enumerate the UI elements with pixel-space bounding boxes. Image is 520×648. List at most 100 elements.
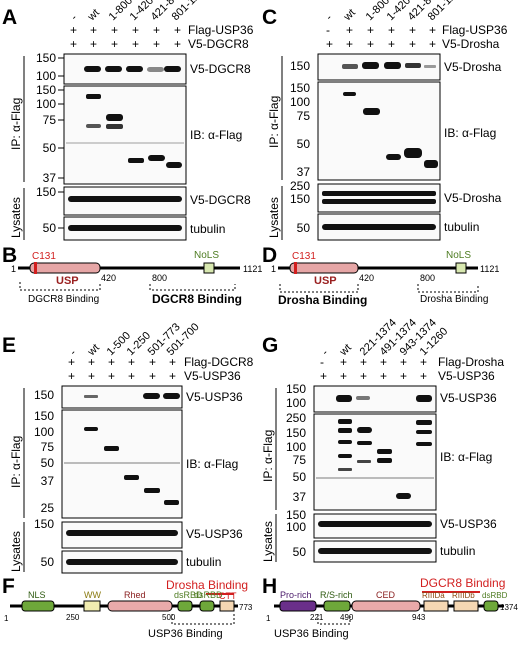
residue-800: 800 — [152, 273, 167, 283]
panel-letter-a: A — [2, 6, 17, 29]
band — [66, 530, 178, 536]
residue-end: 1121 — [243, 264, 262, 274]
sign: + — [90, 23, 97, 37]
bands-top-g — [336, 395, 432, 402]
residue-500: 500 — [162, 613, 176, 622]
mw-c: 150 150 100 75 50 37 250 150 50 — [290, 59, 310, 235]
residue-250: 250 — [66, 613, 80, 622]
sign: + — [169, 369, 176, 383]
sign: + — [153, 37, 160, 51]
band — [405, 63, 421, 68]
blot-mid — [63, 85, 187, 185]
sign: + — [153, 23, 160, 37]
nls-label: NLS — [28, 590, 46, 600]
residue-start: 1 — [271, 264, 276, 274]
nols-domain — [203, 262, 215, 274]
bottom-bracket — [317, 614, 351, 625]
panel-g: G - wt 221-1374 491-1374 943-1374 1-1260… — [261, 317, 504, 563]
mw-marker: 37 — [293, 490, 307, 504]
panel-letter-g: G — [262, 334, 278, 357]
mw-marker: 50 — [293, 545, 307, 559]
mw-marker: 37 — [297, 165, 311, 179]
mw-g: 150 100 250 150 100 75 50 37 150 100 50 — [286, 382, 306, 559]
band — [164, 500, 179, 505]
lane-labels-e: - wt 1-500 1-250 501-773 501-700 — [68, 321, 202, 359]
sign: + — [367, 37, 374, 51]
band — [356, 396, 370, 400]
band — [148, 155, 165, 161]
c131-label: C131 — [292, 251, 316, 262]
ww-label: WW — [84, 590, 101, 600]
sign: + — [68, 369, 75, 383]
residue-800: 800 — [420, 273, 435, 283]
bands-lys-a — [68, 196, 182, 231]
band — [416, 395, 432, 402]
sign: + — [88, 355, 95, 369]
blot-label: V5-USP36 — [186, 527, 243, 541]
sign: + — [388, 37, 395, 51]
band — [318, 521, 432, 527]
sign: + — [326, 37, 333, 51]
blot-lys1 — [317, 183, 441, 213]
mw-marker: 150 — [34, 409, 54, 423]
bands-lys-g — [318, 521, 432, 554]
lane-label: - — [69, 12, 80, 23]
residue-420: 420 — [101, 273, 116, 283]
bands-mid-a — [66, 94, 184, 168]
mw-ticks-a — [58, 57, 64, 229]
mw-marker: 50 — [293, 470, 307, 484]
panel-letter-f: F — [2, 575, 15, 598]
sign: + — [360, 369, 367, 383]
c131-mark — [294, 262, 297, 274]
residue-943: 943 — [412, 613, 426, 622]
sign: + — [128, 369, 135, 383]
sign: + — [420, 355, 427, 369]
panel-h: H DGCR8 Binding Pro-rich R/S-rich CED RI… — [262, 575, 518, 640]
usp-label: USP — [314, 275, 337, 287]
band — [357, 441, 372, 445]
mw-marker: 75 — [293, 453, 307, 467]
panel-letter-c: C — [262, 6, 277, 29]
panel-f: F Drosha Binding NLS WW Rhed dsRBD dsRBD… — [2, 575, 253, 640]
mw-marker: 75 — [43, 113, 57, 127]
nols-label: NoLS — [446, 250, 471, 261]
prorich-label: Pro-rich — [280, 590, 312, 600]
dsrbd1-label: dsRBD — [174, 590, 203, 600]
dsrbd-domain — [483, 600, 499, 612]
sign: + — [174, 23, 181, 37]
band — [424, 160, 438, 168]
sign: + — [346, 37, 353, 51]
ctt-label: CTT — [219, 591, 237, 601]
sign: + — [88, 369, 95, 383]
blot-top — [61, 385, 183, 409]
binding-label-1: Drosha Binding — [278, 293, 367, 307]
band — [404, 148, 422, 158]
riiidb-label: RIIIDb — [452, 591, 475, 600]
band — [105, 66, 122, 72]
sign: + — [400, 369, 407, 383]
band — [322, 224, 436, 230]
blot-label: IB: α-Flag — [440, 450, 492, 464]
mw-marker: 150 — [290, 81, 310, 95]
band — [147, 67, 164, 72]
band — [166, 162, 182, 168]
binding-label-2: Drosha Binding — [420, 294, 488, 305]
band — [338, 428, 352, 433]
mw-marker: 50 — [41, 456, 55, 470]
side-label-ip: IP: α-Flag — [267, 96, 281, 148]
blot-mid — [313, 413, 437, 511]
bracket-1 — [279, 284, 359, 293]
panel-letter-b: B — [2, 244, 17, 267]
lane-label: - — [320, 347, 331, 358]
rsrich-domain — [323, 600, 351, 612]
side-label-lysates: Lysates — [267, 197, 281, 238]
panel-letter-e: E — [2, 334, 16, 357]
sign: + — [70, 23, 77, 37]
row-label: V5-DGCR8 — [188, 37, 249, 51]
band — [163, 393, 180, 399]
dsrbd2-domain — [199, 600, 215, 612]
blot-label: tubulin — [440, 544, 475, 558]
mw-marker: 100 — [286, 520, 306, 534]
mw-marker: 50 — [297, 221, 311, 235]
blot-label: V5-USP36 — [440, 391, 497, 405]
